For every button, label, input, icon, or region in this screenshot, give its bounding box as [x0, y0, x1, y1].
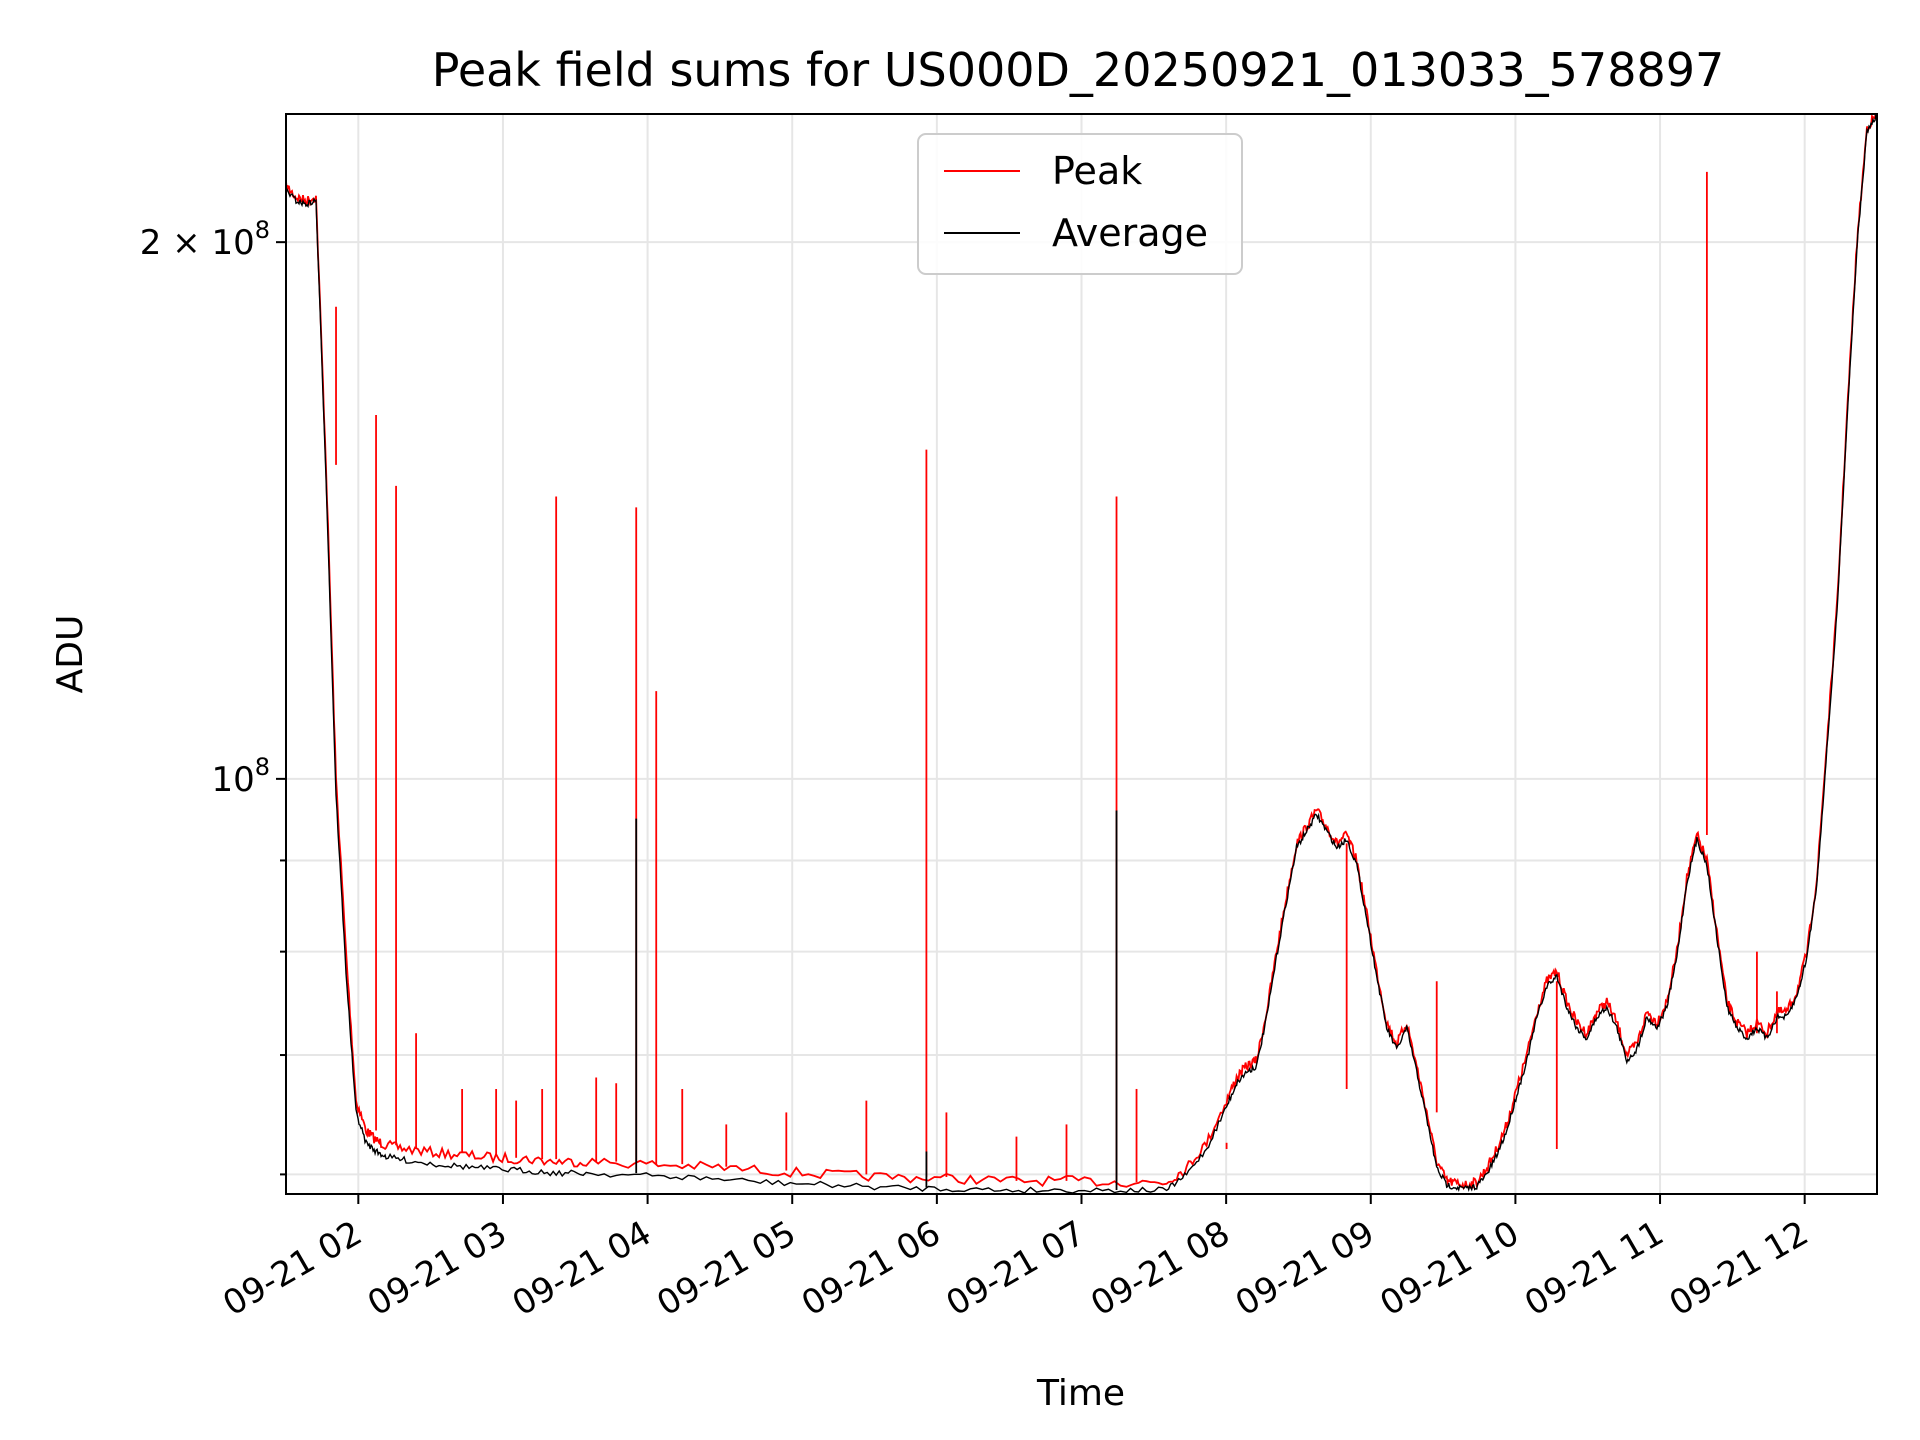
x-axis-label: Time: [1036, 1373, 1125, 1414]
grid-lines: [286, 114, 1877, 1194]
legend-label-peak: Peak: [1052, 149, 1142, 193]
series-line-peak: [286, 114, 1877, 1191]
legend-label-average: Average: [1052, 211, 1208, 255]
y-tick-label: 2 × 108: [140, 216, 270, 263]
plot-series: [286, 114, 1877, 1194]
y-axis-label: ADU: [50, 615, 91, 694]
y-tick-label: 108: [211, 753, 270, 800]
legend-box: [917, 133, 1243, 275]
plot-frame: [285, 113, 1878, 1195]
legend: Peak Average: [917, 133, 1243, 275]
series-line-average: [286, 114, 1877, 1194]
chart-title: Peak field sums for US000D_20250921_0130…: [432, 43, 1725, 97]
